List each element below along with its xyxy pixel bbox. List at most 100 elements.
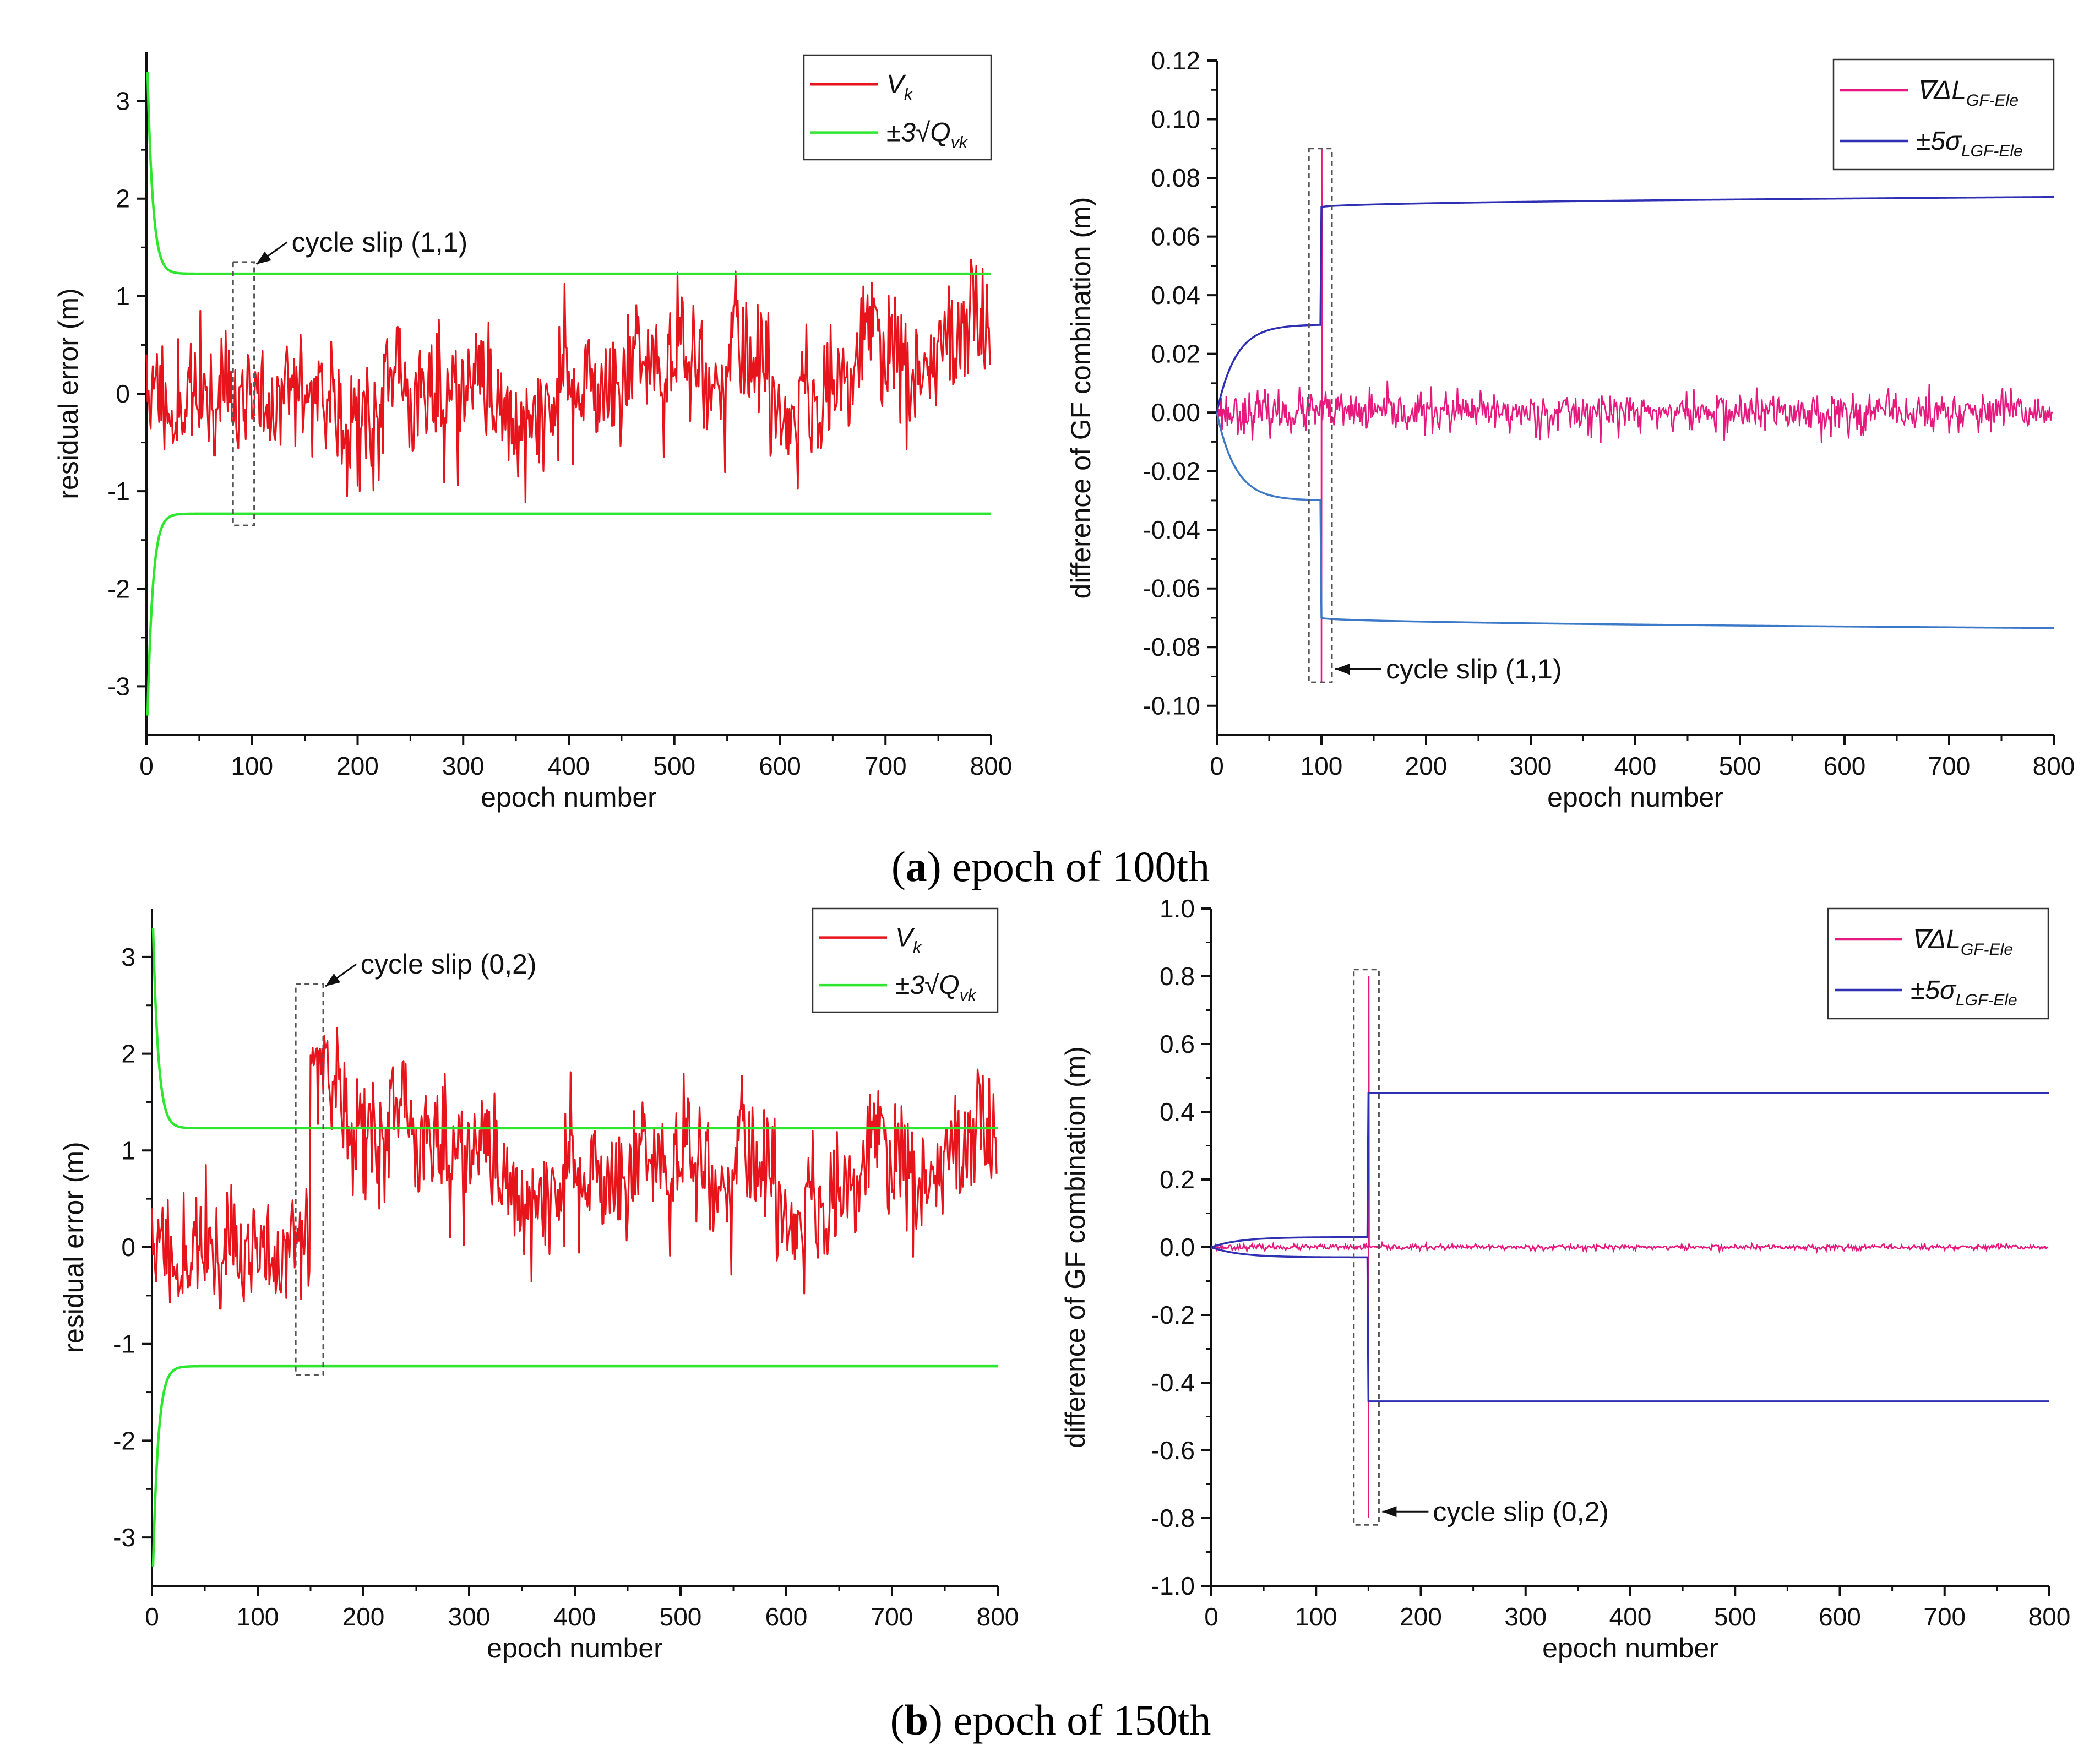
- cycle-slip-box: [1308, 148, 1333, 683]
- annotation-label: cycle slip (1,1): [292, 227, 468, 258]
- y-axis-title: residual error (m): [58, 1141, 89, 1352]
- series-3sigma-bound: [151, 928, 998, 1130]
- annotation-label: cycle slip (0,2): [361, 949, 537, 980]
- y-tick-label: 0.00: [1151, 398, 1200, 427]
- legend-label: ±3√Qvk: [895, 971, 977, 1004]
- series-gf-line: [1211, 976, 2049, 1519]
- legend-box: [812, 907, 999, 1013]
- legend-label: ±5σLGF-Ele: [1916, 127, 2023, 160]
- y-tick-label: -2: [113, 1426, 135, 1455]
- x-tick-label: 300: [442, 752, 485, 780]
- series-5sigma-bound: [1216, 412, 2054, 629]
- y-tick-label: 0: [116, 379, 130, 408]
- y-tick-label: 2: [116, 184, 130, 213]
- y-tick-label: 0.2: [1160, 1165, 1195, 1194]
- annotation-arrow-head: [256, 251, 271, 264]
- y-tick-label: -1: [113, 1330, 135, 1358]
- chart-b-residual: 0 100 200 300 400 500 600 700 800 -3 -2 -1 0 1 2 3 epoch…: [58, 907, 1019, 1663]
- y-tick-label: 0.4: [1160, 1097, 1195, 1126]
- annotation-arrow-head: [1335, 664, 1350, 675]
- y-tick-label: 0.0: [1160, 1233, 1195, 1262]
- x-tick-label: 300: [1510, 752, 1552, 780]
- y-tick-label: 0.02: [1151, 340, 1200, 368]
- y-tick-label: 0.8: [1160, 962, 1195, 991]
- x-tick-label: 500: [653, 752, 695, 780]
- y-tick-label: 0.08: [1151, 164, 1200, 192]
- series-vk-line: [151, 1027, 998, 1310]
- y-tick-label: -1: [107, 477, 130, 505]
- x-tick-label: 500: [1719, 752, 1761, 780]
- x-tick-label: 200: [1405, 752, 1448, 780]
- x-tick-label: 600: [759, 752, 801, 780]
- chart-a-gf-difference: 0 100 200 300 400 500 600 700 800 -0.10 -0.08 -0.06…: [1065, 46, 2075, 813]
- x-axis-title: epoch number: [487, 1633, 663, 1663]
- y-axis-title: difference of GF combination (m): [1060, 1046, 1091, 1448]
- chart-a-residual: 0 100 200 300 400 500 600 700 800 -3 -2 -1 0 1 2 3 epoch…: [53, 52, 1012, 813]
- series-5sigma-bound: [1211, 1092, 2049, 1248]
- y-tick-label: -1.0: [1151, 1572, 1195, 1600]
- y-tick-label: -0.6: [1151, 1436, 1195, 1465]
- x-tick-label: 100: [1295, 1602, 1337, 1631]
- x-tick-label: 800: [977, 1602, 1019, 1631]
- x-tick-label: 200: [342, 1602, 385, 1631]
- annotation-label: cycle slip (0,2): [1433, 1496, 1609, 1527]
- y-tick-label: -0.10: [1143, 692, 1200, 720]
- y-tick-label: 0.06: [1151, 222, 1200, 251]
- x-tick-label: 200: [1400, 1602, 1442, 1631]
- series-3sigma-bound: [146, 72, 991, 275]
- x-tick-label: 400: [554, 1602, 596, 1631]
- x-tick-label: 700: [1928, 752, 1971, 780]
- x-tick-label: 600: [765, 1602, 808, 1631]
- x-tick-label: 0: [1204, 1602, 1218, 1631]
- y-axis-title: residual error (m): [53, 288, 84, 499]
- y-tick-label: -2: [107, 574, 130, 603]
- y-tick-label: 0.6: [1160, 1030, 1195, 1058]
- y-tick-label: 2: [121, 1040, 135, 1068]
- x-axis-title: epoch number: [1547, 782, 1723, 813]
- cycle-slip-box: [295, 983, 324, 1376]
- series-5sigma-bound: [1211, 1246, 2049, 1402]
- legend-label: ±5σLGF-Ele: [1911, 976, 2017, 1009]
- y-tick-label: -3: [107, 672, 130, 700]
- legend-box: [803, 54, 992, 161]
- x-tick-label: 0: [145, 1602, 159, 1631]
- cycle-slip-box: [1353, 969, 1380, 1526]
- caption-b: (b) epoch of 150th: [890, 1696, 1211, 1744]
- x-tick-label: 400: [548, 752, 590, 780]
- legend-box: [1827, 907, 2049, 1020]
- x-tick-label: 500: [660, 1602, 702, 1631]
- x-tick-label: 600: [1824, 752, 1866, 780]
- annotation-label: cycle slip (1,1): [1386, 654, 1562, 684]
- y-tick-label: 1: [121, 1136, 135, 1165]
- y-tick-label: -0.2: [1151, 1301, 1195, 1329]
- x-tick-label: 200: [336, 752, 379, 780]
- y-tick-label: 3: [116, 87, 130, 116]
- y-tick-label: -0.08: [1143, 633, 1200, 661]
- y-tick-label: -0.4: [1151, 1368, 1195, 1397]
- chart-b-gf-difference: 0 100 200 300 400 500 600 700 800 -1.0 -0.8 -0.6 -0.…: [1060, 894, 2070, 1663]
- legend-label: ∇ΔLGF-Ele: [1911, 925, 2013, 959]
- x-tick-label: 300: [448, 1602, 491, 1631]
- x-tick-label: 800: [970, 752, 1013, 780]
- x-tick-label: 400: [1614, 752, 1657, 780]
- y-tick-label: 1.0: [1160, 894, 1195, 923]
- y-tick-label: 0.10: [1151, 105, 1200, 134]
- caption-a: (a) epoch of 100th: [891, 842, 1210, 890]
- x-tick-label: 700: [864, 752, 907, 780]
- x-tick-label: 500: [1714, 1602, 1756, 1631]
- x-tick-label: 700: [871, 1602, 913, 1631]
- annotation-arrow-head: [325, 973, 341, 987]
- annotation-arrow-head: [1382, 1506, 1397, 1518]
- series-vk-line: [145, 258, 991, 504]
- series-gf-line: [1216, 148, 2053, 683]
- y-tick-label: 3: [121, 943, 135, 971]
- y-tick-label: -0.04: [1143, 515, 1200, 544]
- y-tick-label: -0.02: [1143, 457, 1200, 486]
- legend-label: Vk: [895, 923, 922, 957]
- cycle-slip-box: [232, 261, 255, 526]
- x-tick-label: 700: [1923, 1602, 1966, 1631]
- x-tick-label: 600: [1819, 1602, 1861, 1631]
- x-tick-label: 800: [2033, 752, 2075, 780]
- x-tick-label: 400: [1609, 1602, 1652, 1631]
